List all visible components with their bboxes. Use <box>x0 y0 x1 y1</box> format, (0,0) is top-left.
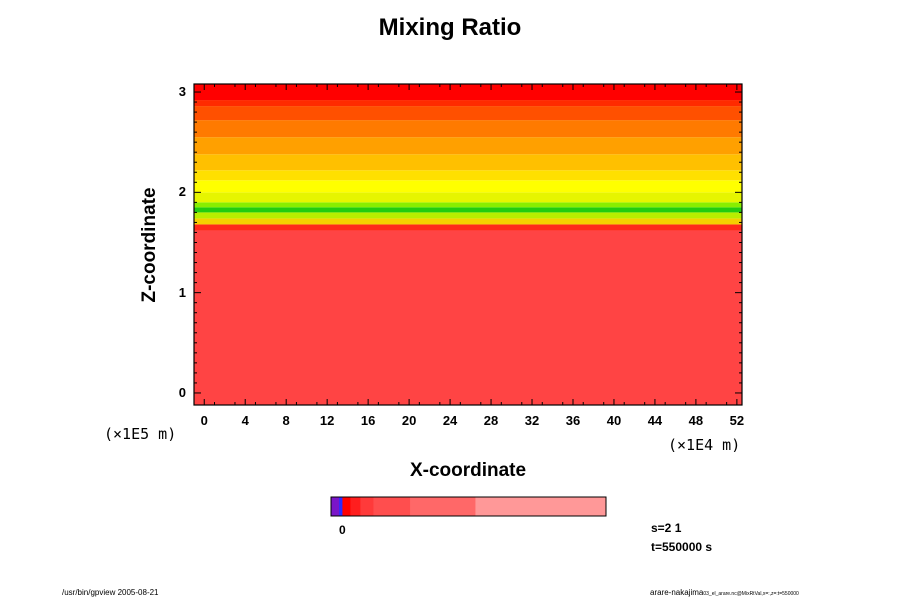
footer-left: /usr/bin/gpview 2005-08-21 <box>62 588 159 597</box>
y-tick-label: 1 <box>178 284 186 300</box>
x-tick-label: 48 <box>688 413 704 428</box>
x-tick-label: 12 <box>319 413 335 428</box>
x-tick-label: 52 <box>729 413 745 428</box>
colorbar-segment-2 <box>342 497 351 516</box>
contour-band-2 <box>194 218 742 225</box>
contour-band-11 <box>194 120 742 138</box>
colorbar-segment-5 <box>373 497 411 516</box>
colorbar-zero-label: 0 <box>339 523 346 537</box>
y-axis-title: Z-coordinate <box>139 187 160 303</box>
y-tick-label: 2 <box>178 184 186 200</box>
x-tick-label: 44 <box>647 413 663 428</box>
footer-right-small: 03_el_arare.nc@MixRtVal,x=:,z=:t=550000 <box>703 591 799 597</box>
x-tick-label: 20 <box>401 413 417 428</box>
colorbar-segment-1 <box>339 497 343 516</box>
colorbar-segment-7 <box>475 497 607 516</box>
y-tick-label: 3 <box>178 84 186 100</box>
x-tick-label: 4 <box>241 413 249 428</box>
x-axis-title: X-coordinate <box>409 460 527 481</box>
colorbar-frame <box>330 496 607 517</box>
x-tick-label: 36 <box>565 413 581 428</box>
contour-band-10 <box>194 137 742 155</box>
contour-band-4 <box>194 207 742 213</box>
chart-title: Mixing Ratio <box>378 14 522 41</box>
y-unit-label: (×1E5 m) <box>104 425 177 443</box>
contour-band-13 <box>194 100 742 107</box>
contour-band-5 <box>194 202 742 208</box>
contour-band-8 <box>194 170 742 181</box>
contour-band-14 <box>194 84 742 101</box>
contour-band-7 <box>194 180 742 193</box>
contour-band-1 <box>194 224 742 231</box>
colorbar-segment-4 <box>360 497 374 516</box>
s-label: s=2 1 <box>651 521 682 535</box>
y-tick-label: 0 <box>178 384 186 400</box>
x-tick-label: 24 <box>442 413 458 428</box>
contour-band-0 <box>194 230 742 405</box>
footer-right-main: arare-nakajima <box>650 588 704 597</box>
contour-band-9 <box>194 154 742 171</box>
x-tick-label: 28 <box>483 413 499 428</box>
contour-band-12 <box>194 106 742 121</box>
colorbar-segment-3 <box>350 497 361 516</box>
footer-right: arare-nakajima03_el_arare.nc@MixRtVal,x=… <box>650 588 799 597</box>
contour-band-6 <box>194 192 742 203</box>
colorbar-segment-6 <box>410 497 476 516</box>
x-tick-label: 40 <box>606 413 622 428</box>
colorbar-segment-0 <box>331 497 340 516</box>
time-label: t=550000 s <box>651 540 713 554</box>
x-unit-label: (×1E4 m) <box>668 436 741 454</box>
x-tick-label: 32 <box>524 413 540 428</box>
x-tick-label: 8 <box>282 413 290 428</box>
plot-frame <box>193 83 743 406</box>
x-tick-label: 0 <box>200 413 208 428</box>
x-tick-label: 16 <box>360 413 376 428</box>
contour-band-3 <box>194 212 742 219</box>
